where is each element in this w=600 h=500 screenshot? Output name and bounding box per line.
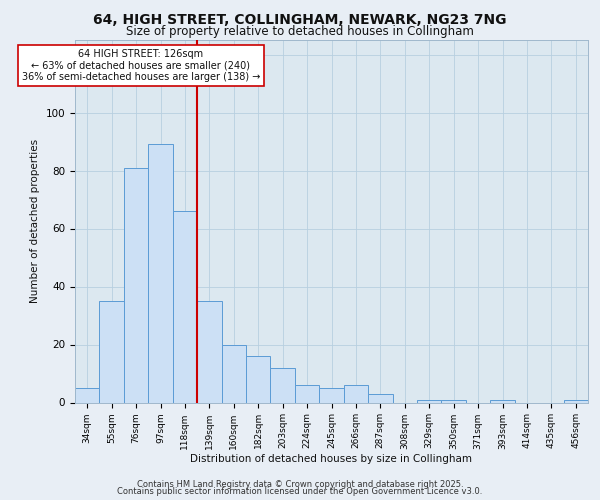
Y-axis label: Number of detached properties: Number of detached properties <box>30 139 40 304</box>
Text: 64 HIGH STREET: 126sqm
← 63% of detached houses are smaller (240)
36% of semi-de: 64 HIGH STREET: 126sqm ← 63% of detached… <box>22 48 260 82</box>
Bar <box>490 400 515 402</box>
Bar <box>271 368 295 402</box>
Bar <box>368 394 392 402</box>
Text: Contains public sector information licensed under the Open Government Licence v3: Contains public sector information licen… <box>118 487 482 496</box>
Bar <box>295 385 319 402</box>
Bar <box>148 144 173 402</box>
Bar <box>100 301 124 402</box>
Bar <box>173 211 197 402</box>
Bar <box>563 400 588 402</box>
Bar <box>75 388 100 402</box>
Bar <box>344 385 368 402</box>
Bar <box>221 344 246 403</box>
Text: 64, HIGH STREET, COLLINGHAM, NEWARK, NG23 7NG: 64, HIGH STREET, COLLINGHAM, NEWARK, NG2… <box>93 12 507 26</box>
Text: Contains HM Land Registry data © Crown copyright and database right 2025.: Contains HM Land Registry data © Crown c… <box>137 480 463 489</box>
Text: Size of property relative to detached houses in Collingham: Size of property relative to detached ho… <box>126 25 474 38</box>
Bar <box>442 400 466 402</box>
Bar <box>246 356 271 403</box>
Bar <box>319 388 344 402</box>
Bar <box>124 168 148 402</box>
Bar <box>417 400 442 402</box>
Bar <box>197 301 221 402</box>
X-axis label: Distribution of detached houses by size in Collingham: Distribution of detached houses by size … <box>191 454 473 464</box>
